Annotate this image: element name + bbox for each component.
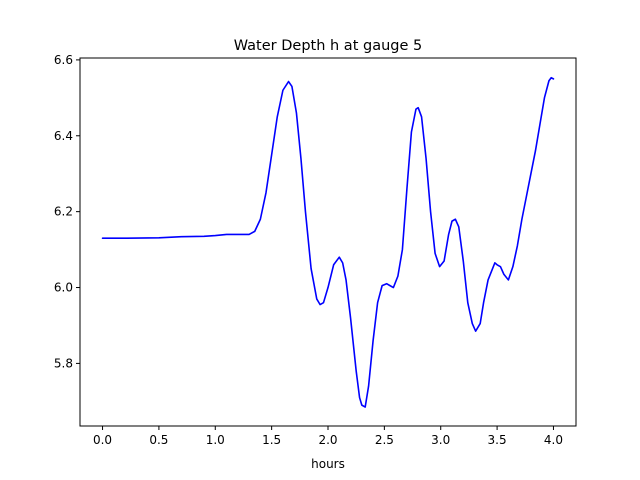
x-axis-label: hours <box>311 457 345 471</box>
y-tick-label: 6.6 <box>54 53 73 67</box>
plot-area: 0.0 0.5 1.0 1.5 2.0 2.5 3.0 3.5 4.0 5.8 6.0 6.2 6.4 6… <box>54 53 577 447</box>
y-tick-label: 6.0 <box>54 281 73 295</box>
y-tick-label: 5.8 <box>54 356 73 370</box>
x-tick-label: 1.5 <box>262 433 281 447</box>
x-tick-label: 0.0 <box>93 433 112 447</box>
chart-title: Water Depth h at gauge 5 <box>234 38 422 54</box>
y-tick-label: 6.2 <box>54 205 73 219</box>
x-tick-label: 0.5 <box>149 433 168 447</box>
x-tick-label: 4.0 <box>544 433 563 447</box>
x-tick-label: 2.5 <box>375 433 394 447</box>
x-tick-label: 3.5 <box>488 433 507 447</box>
x-tick-label: 1.0 <box>206 433 225 447</box>
series-line-0 <box>101 76 555 408</box>
x-tick-label: 3.0 <box>431 433 450 447</box>
plot-frame <box>79 57 577 427</box>
x-tick-label: 2.0 <box>318 433 337 447</box>
y-tick-label: 6.4 <box>54 129 73 143</box>
